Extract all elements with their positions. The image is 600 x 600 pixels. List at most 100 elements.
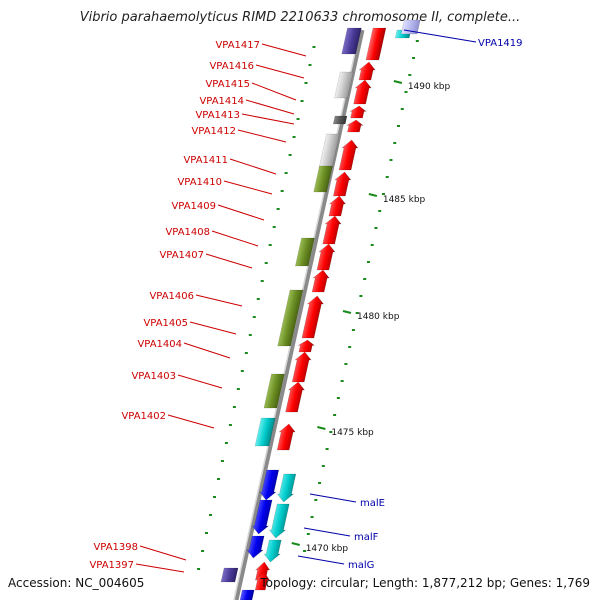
tick-right <box>351 329 355 331</box>
tick-right <box>325 448 329 450</box>
gene-arrow-red <box>297 339 316 353</box>
tick-left <box>201 550 205 552</box>
tick-left <box>312 46 316 48</box>
gene-label-vpa1404: VPA1404 <box>137 339 182 350</box>
tick-left <box>224 442 228 444</box>
gene-arrow-red <box>316 243 336 271</box>
gene-label-leader <box>195 294 243 307</box>
tick-left <box>216 478 220 480</box>
gene-label-vpa1402: VPA1402 <box>121 411 166 422</box>
gene-label-vpa1412: VPA1412 <box>191 126 236 137</box>
gene-label-vpa1409: VPA1409 <box>171 201 216 212</box>
topology-summary: Topology: circular; Length: 1,877,212 bp… <box>260 576 590 590</box>
tick-right <box>340 380 344 382</box>
gene-label-leader <box>241 113 295 125</box>
feature-label-vpa1419: VPA1419 <box>478 38 523 49</box>
scale-label: 1480 kbp <box>357 312 400 322</box>
gene-label-leader <box>177 374 223 389</box>
tick-right <box>389 159 393 161</box>
scale-label: 1475 kbp <box>331 428 374 438</box>
gene-arrow-red <box>254 571 270 591</box>
tick-right <box>366 261 370 263</box>
gene-label-leader <box>245 99 295 115</box>
gene-arrow-malE-cyan <box>276 473 297 503</box>
tick-right <box>404 91 408 93</box>
tick-left <box>220 460 224 462</box>
tick-right <box>314 499 318 501</box>
gene-box-cyan <box>254 417 276 447</box>
feature-label-leader <box>303 527 351 537</box>
gene-label-leader <box>261 43 307 57</box>
gene-label-leader <box>183 342 231 359</box>
gene-label-vpa1398: VPA1398 <box>93 542 138 553</box>
gene-features <box>220 19 421 600</box>
tick-right <box>363 278 367 280</box>
tick-right <box>378 210 382 212</box>
tick-left <box>212 496 216 498</box>
tick-right <box>400 108 404 110</box>
gene-arrow-blue <box>239 589 255 600</box>
gene-arrow-red <box>346 119 364 133</box>
scale-major-tick <box>393 80 403 84</box>
tick-right <box>370 244 374 246</box>
gene-arrow-red <box>349 105 367 119</box>
labels: VPA1417 VPA1416 VPA1415 VPA1414 VPA1413 VPA14… <box>89 38 522 571</box>
tick-left <box>276 208 280 210</box>
gene-arrow-red <box>276 423 296 451</box>
tick-right <box>359 295 363 297</box>
gene-label-vpa1407: VPA1407 <box>159 250 204 261</box>
scale-ticks: 1490 kbp 1485 kbp 1480 kbp 1475 kbp 1470 kbp <box>197 40 451 570</box>
tick-left <box>205 532 209 534</box>
gene-box-dark <box>332 115 348 125</box>
gene-arrow-malG-cyan <box>263 539 282 563</box>
tick-left <box>248 334 252 336</box>
gene-label-vpa1415: VPA1415 <box>205 79 250 90</box>
gene-arrow-red <box>358 61 376 81</box>
gene-label-vpa1416: VPA1416 <box>209 61 254 72</box>
tick-right <box>303 550 307 552</box>
scale-major-tick <box>368 193 378 197</box>
tick-right <box>321 465 325 467</box>
tick-right <box>408 74 412 76</box>
gene-box-silver <box>334 71 354 99</box>
tick-right <box>310 516 314 518</box>
tick-left <box>296 118 300 120</box>
tick-left <box>288 154 292 156</box>
tick-left <box>240 370 244 372</box>
tick-right <box>333 414 337 416</box>
gene-arrow-red <box>285 381 305 413</box>
gene-label-leader <box>139 545 187 561</box>
gene-arrow-red <box>291 351 312 383</box>
gene-label-leader <box>255 64 305 79</box>
feature-label-malg: malG <box>348 560 374 571</box>
tick-right <box>412 57 416 59</box>
tick-left <box>272 226 276 228</box>
gene-arrow-red <box>338 139 359 171</box>
gene-arrow-malF-cyan <box>268 503 290 539</box>
tick-left <box>292 136 296 138</box>
tick-left <box>252 316 256 318</box>
gene-arrow-red <box>365 27 387 61</box>
gene-label-leader <box>237 129 287 143</box>
tick-right <box>397 125 400 127</box>
tick-right <box>318 482 322 484</box>
gene-box-green <box>277 289 304 347</box>
scale-label: 1490 kbp <box>408 82 451 92</box>
tick-left <box>260 280 264 282</box>
tick-right <box>336 397 340 399</box>
tick-left <box>256 298 260 300</box>
gene-arrow-red <box>301 295 324 339</box>
gene-label-leader <box>189 321 237 335</box>
gene-label-leader <box>135 563 185 573</box>
gene-label-vpa1408: VPA1408 <box>165 227 210 238</box>
gene-label-vpa1410: VPA1410 <box>177 177 222 188</box>
tick-left <box>232 406 236 408</box>
tick-left <box>197 568 201 570</box>
label-leaders <box>135 29 477 573</box>
tick-right <box>355 312 359 314</box>
tick-left <box>264 262 268 264</box>
gene-box-green <box>295 237 315 267</box>
feature-label-male: malE <box>360 498 385 509</box>
scale-label: 1485 kbp <box>383 195 426 205</box>
